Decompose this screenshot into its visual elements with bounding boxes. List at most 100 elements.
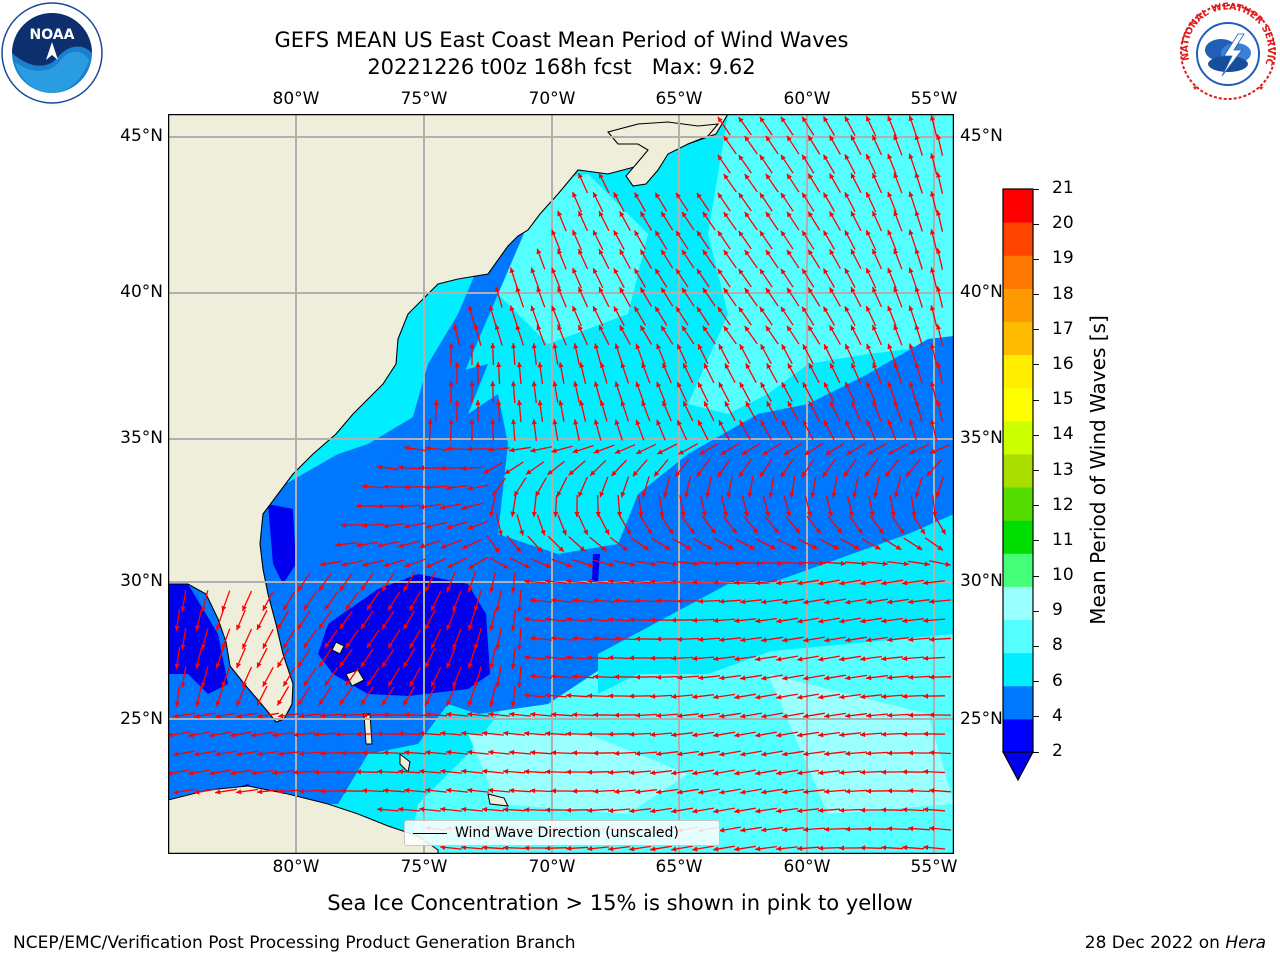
colorbar-cell [1003, 652, 1033, 687]
wave-direction-arrow-head [616, 511, 623, 517]
wave-direction-arrow-head [661, 287, 666, 294]
wave-direction-arrow-head [802, 268, 807, 275]
wave-direction-arrow-head [599, 287, 604, 293]
wave-direction-arrow-head [824, 344, 829, 350]
wave-direction-arrow-head [903, 561, 909, 567]
colorbar-tick [1033, 575, 1039, 577]
wave-direction-arrow-head [201, 644, 206, 650]
wave-direction-arrow-head [545, 654, 551, 660]
wave-direction-arrow-head [782, 751, 788, 757]
wave-direction-arrow-head [719, 598, 725, 604]
wave-direction-arrow-head [923, 655, 929, 661]
wave-direction-arrow-head [930, 191, 935, 197]
colorbar-tick [1033, 223, 1039, 225]
wave-direction-arrow-head [696, 306, 702, 313]
wave-direction-arrow-head [872, 173, 877, 179]
wave-direction-arrow-head [696, 471, 702, 477]
arrow-legend: Wind Wave Direction (unscaled) [404, 820, 720, 846]
wave-direction-arrow-head [614, 788, 620, 795]
wave-direction-arrow-head [587, 846, 593, 852]
wave-direction-arrow-head [940, 528, 946, 535]
wave-direction-arrow-head [622, 545, 628, 551]
wave-direction-arrow-head [923, 617, 929, 624]
wave-direction-arrow-head [780, 268, 786, 275]
wave-direction-arrow-head [356, 542, 362, 548]
wave-direction-arrow-head [593, 381, 599, 387]
nws-star: ★ [1258, 84, 1264, 92]
wave-direction-arrow-head [866, 826, 871, 832]
wave-direction-arrow-head [815, 528, 821, 534]
wave-direction-arrow-head [824, 713, 830, 719]
wave-direction-arrow-head [801, 471, 807, 478]
wave-direction-arrow-head [819, 560, 825, 566]
wave-direction-arrow-head [488, 305, 494, 311]
wave-direction-arrow-head [692, 808, 698, 814]
wave-direction-arrow-head [469, 381, 475, 386]
wave-direction-arrow-head [899, 528, 905, 535]
wave-direction-arrow-head [717, 306, 723, 313]
wave-direction-arrow-head [629, 731, 635, 737]
wave-direction-arrow-head [923, 731, 928, 737]
wave-direction-arrow-head [215, 662, 221, 669]
wave-direction-arrow-head [671, 617, 676, 623]
colorbar-tick [1033, 188, 1039, 190]
wave-direction-arrow-head [383, 712, 388, 718]
wave-direction-arrow-head [377, 464, 383, 470]
wave-direction-arrow-head [908, 191, 914, 198]
wave-direction-arrow-head [881, 656, 887, 662]
wave-direction-arrow-head [929, 825, 935, 832]
wave-direction-arrow-head [829, 135, 835, 142]
wave-direction-arrow-head [908, 599, 914, 605]
host-name: Hera [1225, 933, 1266, 953]
sea-ice-note: Sea Ice Concentration > 15% is shown in … [327, 891, 913, 915]
wave-direction-arrow-head [551, 229, 557, 236]
wave-direction-arrow-head [650, 770, 656, 776]
wave-direction-arrow-head [362, 788, 368, 794]
wave-direction-arrow-head [593, 343, 599, 349]
wave-direction-arrow-head [629, 770, 635, 776]
wave-direction-arrow-head [664, 545, 671, 550]
wave-direction-arrow-head [765, 249, 771, 256]
wave-direction-arrow-head [409, 681, 415, 687]
wave-direction-arrow-head [881, 731, 887, 737]
wave-direction-arrow-head [298, 699, 303, 706]
wave-direction-arrow-head [914, 134, 920, 140]
wave-direction-arrow-head [593, 712, 598, 718]
wave-direction-arrow-head [677, 636, 683, 642]
wave-direction-arrow-head [454, 362, 460, 367]
wave-direction-arrow-head [807, 511, 813, 517]
wave-direction-arrow-head [808, 287, 814, 294]
wave-direction-arrow-head [614, 750, 620, 756]
wave-direction-arrow-head [850, 211, 856, 217]
wave-direction-arrow-head [593, 230, 598, 236]
wave-direction-arrow-head [299, 788, 305, 794]
wave-direction-arrow-head [936, 362, 942, 368]
wave-direction-arrow-head [195, 625, 201, 631]
wave-direction-arrow-head [723, 326, 729, 332]
wave-direction-arrow-head [425, 484, 431, 490]
wave-period-map [168, 114, 954, 854]
wave-direction-arrow-head [718, 344, 724, 350]
wave-direction-arrow-head [929, 712, 934, 718]
wave-direction-arrow-head [930, 419, 936, 425]
wave-direction-arrow-head [482, 730, 488, 736]
wave-direction-arrow-head [866, 788, 871, 794]
wave-direction-arrow-head [530, 673, 536, 679]
wave-direction-arrow-head [587, 693, 593, 699]
wave-direction-arrow-head [890, 511, 896, 517]
wave-direction-arrow-head [803, 789, 809, 795]
wave-direction-arrow-head [496, 362, 502, 368]
wave-direction-arrow-head [278, 788, 284, 795]
wave-direction-arrow-head [366, 604, 372, 611]
wave-direction-arrow-head [781, 344, 787, 350]
wave-direction-arrow-head [629, 808, 635, 814]
wave-direction-arrow-head [640, 249, 646, 256]
wave-direction-arrow-head [783, 450, 790, 455]
wave-direction-arrow-head [860, 580, 866, 586]
wave-direction-arrow-head [802, 230, 807, 237]
wave-direction-arrow-head [755, 618, 761, 624]
wave-direction-arrow-head [704, 401, 709, 407]
wave-direction-arrow-head [866, 599, 872, 605]
wave-direction-arrow-head [230, 732, 236, 738]
wave-direction-arrow-head [489, 511, 495, 517]
